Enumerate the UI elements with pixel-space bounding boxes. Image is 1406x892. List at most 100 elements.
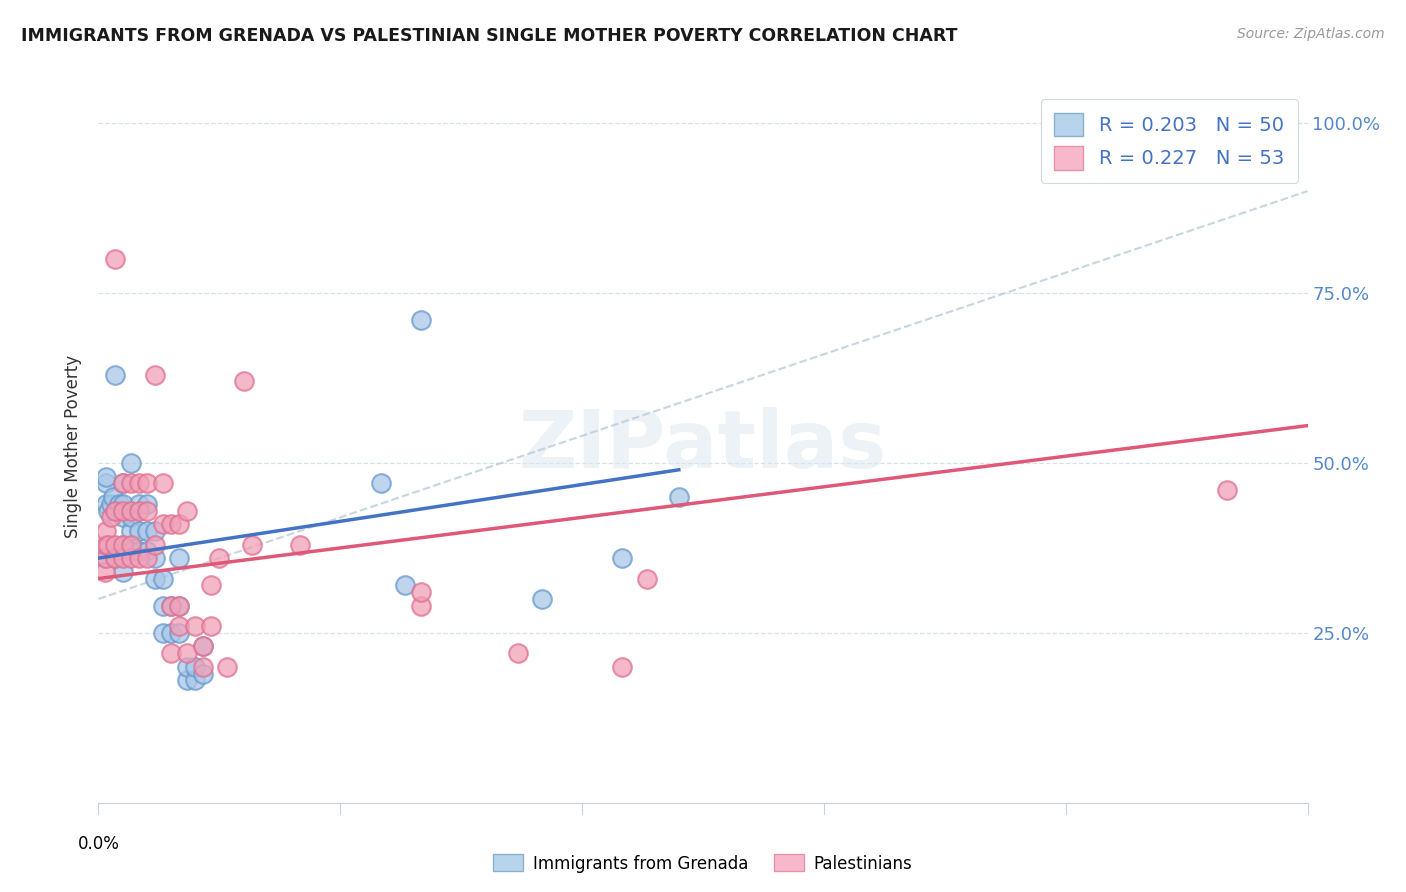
Point xyxy=(184,660,207,674)
Point xyxy=(160,646,183,660)
Point xyxy=(160,517,183,532)
Point xyxy=(120,476,142,491)
Point xyxy=(176,503,198,517)
Point xyxy=(240,537,263,551)
Point xyxy=(96,524,118,538)
Point xyxy=(167,626,190,640)
Point xyxy=(111,497,134,511)
Point xyxy=(143,368,166,382)
Point xyxy=(184,673,207,688)
Point xyxy=(128,544,150,558)
Point xyxy=(103,551,125,566)
Point xyxy=(1216,150,1239,164)
Point xyxy=(636,572,658,586)
Point xyxy=(111,476,134,491)
Point xyxy=(200,578,222,592)
Point xyxy=(100,497,122,511)
Point xyxy=(232,375,254,389)
Point xyxy=(409,313,432,327)
Text: ZIPatlas: ZIPatlas xyxy=(519,407,887,485)
Point xyxy=(193,666,215,681)
Point xyxy=(167,599,190,613)
Point xyxy=(120,503,142,517)
Point xyxy=(135,544,157,558)
Point xyxy=(128,497,150,511)
Point xyxy=(135,524,157,538)
Point xyxy=(96,497,118,511)
Point xyxy=(193,640,215,654)
Point xyxy=(217,660,239,674)
Point xyxy=(103,368,125,382)
Point xyxy=(394,578,416,592)
Point xyxy=(96,476,118,491)
Point xyxy=(612,551,634,566)
Point xyxy=(101,490,124,504)
Point xyxy=(506,646,529,660)
Point xyxy=(143,537,166,551)
Point xyxy=(409,599,432,613)
Point xyxy=(94,551,117,566)
Text: Source: ZipAtlas.com: Source: ZipAtlas.com xyxy=(1237,27,1385,41)
Point xyxy=(176,646,198,660)
Point xyxy=(160,599,183,613)
Point xyxy=(176,673,198,688)
Point xyxy=(143,524,166,538)
Point xyxy=(128,551,150,566)
Point xyxy=(111,510,134,524)
Point xyxy=(135,551,157,566)
Point xyxy=(107,497,129,511)
Point xyxy=(143,572,166,586)
Point xyxy=(103,551,125,566)
Point xyxy=(152,626,174,640)
Point xyxy=(111,476,134,491)
Point xyxy=(128,524,150,538)
Point xyxy=(1216,483,1239,498)
Point xyxy=(111,551,134,566)
Y-axis label: Single Mother Poverty: Single Mother Poverty xyxy=(65,354,83,538)
Point xyxy=(111,537,134,551)
Point xyxy=(193,640,215,654)
Point xyxy=(200,619,222,633)
Point xyxy=(105,503,128,517)
Point xyxy=(96,469,118,483)
Point xyxy=(152,599,174,613)
Point xyxy=(97,537,120,551)
Point xyxy=(167,619,190,633)
Point xyxy=(120,510,142,524)
Point xyxy=(152,572,174,586)
Point xyxy=(97,503,120,517)
Point xyxy=(96,537,118,551)
Point xyxy=(135,497,157,511)
Point xyxy=(176,660,198,674)
Point xyxy=(128,476,150,491)
Point xyxy=(96,551,118,566)
Point xyxy=(100,510,122,524)
Point xyxy=(167,551,190,566)
Point xyxy=(530,591,553,606)
Point xyxy=(94,565,117,579)
Point xyxy=(160,626,183,640)
Point xyxy=(128,503,150,517)
Point xyxy=(288,537,311,551)
Point xyxy=(409,585,432,599)
Point xyxy=(167,599,190,613)
Point xyxy=(120,524,142,538)
Point xyxy=(120,456,142,470)
Point xyxy=(143,551,166,566)
Point xyxy=(111,565,134,579)
Point xyxy=(120,544,142,558)
Point xyxy=(120,537,142,551)
Point xyxy=(167,517,190,532)
Point xyxy=(111,503,134,517)
Point xyxy=(208,551,231,566)
Point xyxy=(668,490,690,504)
Point xyxy=(612,660,634,674)
Point xyxy=(135,503,157,517)
Point xyxy=(152,476,174,491)
Point xyxy=(103,537,125,551)
Point xyxy=(193,660,215,674)
Point xyxy=(103,503,125,517)
Legend: Immigrants from Grenada, Palestinians: Immigrants from Grenada, Palestinians xyxy=(486,847,920,880)
Point xyxy=(103,252,125,266)
Text: IMMIGRANTS FROM GRENADA VS PALESTINIAN SINGLE MOTHER POVERTY CORRELATION CHART: IMMIGRANTS FROM GRENADA VS PALESTINIAN S… xyxy=(21,27,957,45)
